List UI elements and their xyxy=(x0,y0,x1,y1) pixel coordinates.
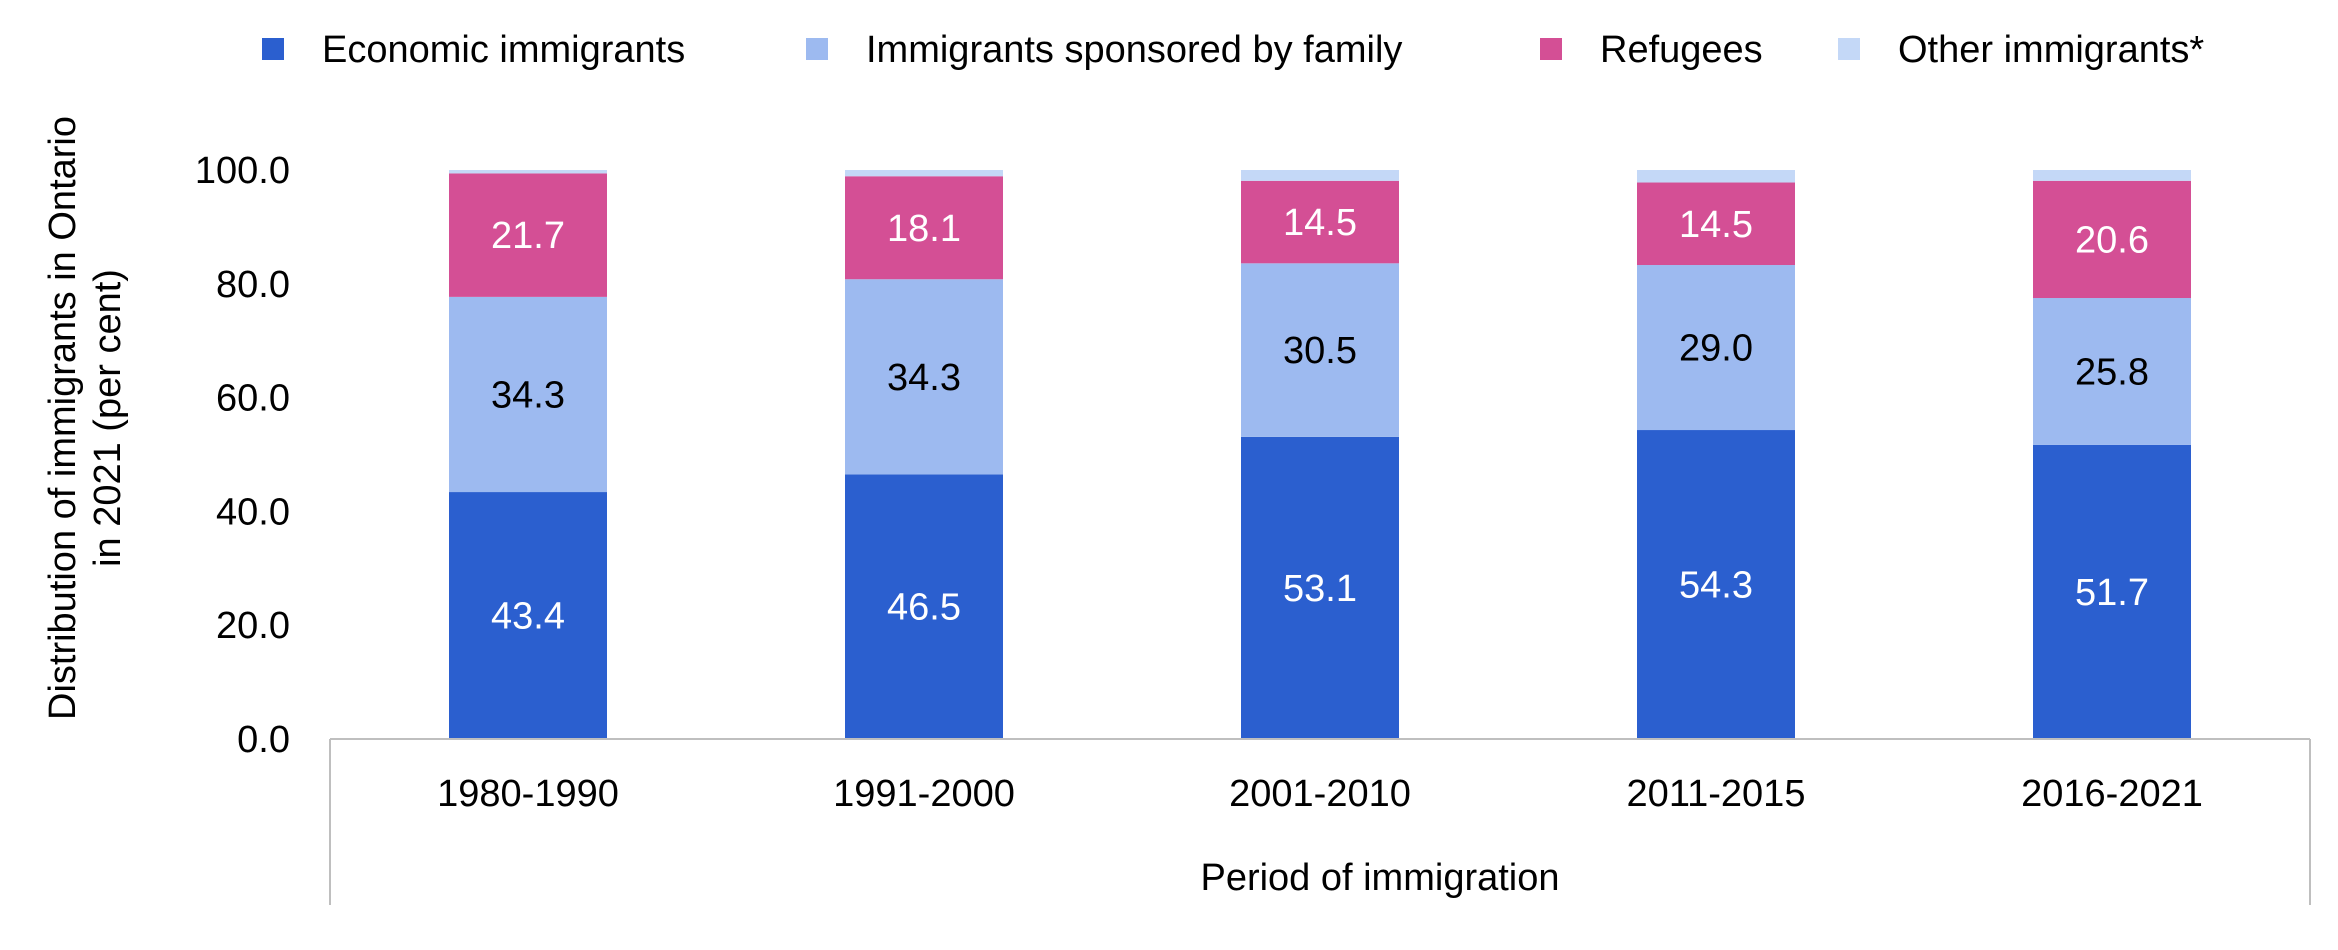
bar-segment-other-immigrants-1991-2000 xyxy=(845,170,1003,177)
data-label-immigrants-sponsored-by-family-1980-1990: 34.3 xyxy=(491,374,565,416)
legend-label-immigrants-sponsored-by-family: Immigrants sponsored by family xyxy=(866,29,1402,71)
legend-label-economic-immigrants: Economic immigrants xyxy=(322,29,685,71)
x-axis-label: Period of immigration xyxy=(1200,857,1559,899)
bar-segment-immigrants-sponsored-by-family-2001-2010 xyxy=(1241,263,1399,437)
bar-segment-refugees-2001-2010 xyxy=(1241,180,1399,264)
y-tick-label: 60.0 xyxy=(216,378,290,420)
y-tick-label: 40.0 xyxy=(216,491,290,533)
bar-segment-economic-immigrants-1991-2000 xyxy=(845,474,1003,739)
bar-segment-other-immigrants-1980-1990 xyxy=(449,170,607,174)
bar-segment-refugees-1980-1990 xyxy=(449,173,607,297)
bar-segment-other-immigrants-2001-2010 xyxy=(1241,170,1399,181)
bar-segment-other-immigrants-2016-2021 xyxy=(2033,170,2191,181)
data-label-economic-immigrants-1980-1990: 43.4 xyxy=(491,596,565,638)
bars: 43.4 34.3 21.7 46.5 34.3 18.1 53.1 30.5 14.5 54.3… xyxy=(449,170,2191,739)
data-label-immigrants-sponsored-by-family-2011-2015: 29.0 xyxy=(1679,328,1753,370)
data-label-refugees-1980-1990: 21.7 xyxy=(491,215,565,257)
y-axis-label: Distribution of immigrants in Ontario in … xyxy=(42,116,129,720)
data-label-immigrants-sponsored-by-family-2001-2010: 30.5 xyxy=(1283,330,1357,372)
bar-segment-immigrants-sponsored-by-family-2011-2015 xyxy=(1637,265,1795,431)
legend-swatch-refugees xyxy=(1540,38,1562,60)
y-axis-label-line-2: in 2021 (per cent) xyxy=(87,269,129,567)
y-tick-label: 100.0 xyxy=(195,150,290,192)
data-label-refugees-2016-2021: 20.6 xyxy=(2075,219,2149,261)
data-label-economic-immigrants-2011-2015: 54.3 xyxy=(1679,565,1753,607)
bar-segment-immigrants-sponsored-by-family-2016-2021 xyxy=(2033,298,2191,445)
bar-segment-immigrants-sponsored-by-family-1991-2000 xyxy=(845,279,1003,475)
legend: Economic immigrants Immigrants sponsored … xyxy=(262,29,2204,71)
y-tick-label: 80.0 xyxy=(216,264,290,306)
bar-segment-refugees-2016-2021 xyxy=(2033,180,2191,299)
data-label-immigrants-sponsored-by-family-2016-2021: 25.8 xyxy=(2075,351,2149,393)
y-tick-label: 0.0 xyxy=(237,719,290,761)
x-tick-label-1991-2000: 1991-2000 xyxy=(833,773,1015,815)
x-tick-label-2001-2010: 2001-2010 xyxy=(1229,773,1411,815)
data-label-refugees-2001-2010: 14.5 xyxy=(1283,202,1357,244)
data-label-economic-immigrants-2001-2010: 53.1 xyxy=(1283,568,1357,610)
data-label-immigrants-sponsored-by-family-1991-2000: 34.3 xyxy=(887,357,961,399)
legend-label-refugees: Refugees xyxy=(1600,29,1763,71)
x-tick-label-2016-2021: 2016-2021 xyxy=(2021,773,2203,815)
data-label-refugees-1991-2000: 18.1 xyxy=(887,208,961,250)
bar-segment-economic-immigrants-1980-1990 xyxy=(449,492,607,739)
bar-segment-refugees-2011-2015 xyxy=(1637,182,1795,266)
x-tick-label-2011-2015: 2011-2015 xyxy=(1627,773,1806,815)
x-axis-ticks: 1980-1990 1991-2000 2001-2010 2011-2015 2016… xyxy=(437,773,2203,815)
bar-segment-economic-immigrants-2011-2015 xyxy=(1637,430,1795,739)
x-tick-label-1980-1990: 1980-1990 xyxy=(437,773,619,815)
y-axis-ticks: 0.0 20.0 40.0 60.0 80.0 100.0 xyxy=(195,150,290,761)
legend-swatch-other-immigrants xyxy=(1838,38,1860,60)
bar-segment-immigrants-sponsored-by-family-1980-1990 xyxy=(449,296,607,493)
legend-swatch-immigrants-sponsored-by-family xyxy=(806,38,828,60)
data-label-refugees-2011-2015: 14.5 xyxy=(1679,204,1753,246)
y-tick-label: 20.0 xyxy=(216,605,290,647)
axis-lines xyxy=(329,738,2311,905)
bar-segment-economic-immigrants-2016-2021 xyxy=(2033,444,2191,739)
data-label-economic-immigrants-1991-2000: 46.5 xyxy=(887,587,961,629)
bar-segment-other-immigrants-2011-2015 xyxy=(1637,170,1795,183)
legend-label-other-immigrants: Other immigrants* xyxy=(1898,29,2204,71)
data-label-economic-immigrants-2016-2021: 51.7 xyxy=(2075,572,2149,614)
bar-segment-refugees-1991-2000 xyxy=(845,176,1003,280)
legend-swatch-economic-immigrants xyxy=(262,38,284,60)
bar-segment-economic-immigrants-2001-2010 xyxy=(1241,436,1399,739)
y-axis-label-line-1: Distribution of immigrants in Ontario xyxy=(42,116,84,720)
